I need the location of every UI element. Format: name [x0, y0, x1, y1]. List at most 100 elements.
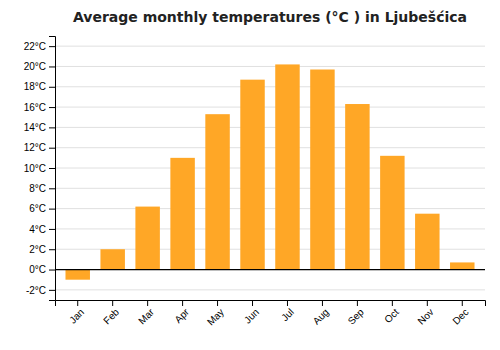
- tick-label: Apr: [172, 306, 191, 325]
- title: Average monthly temperatures (°C ) in Lj…: [73, 9, 467, 25]
- tick-label: 0°C: [29, 264, 46, 275]
- tick-mark: [427, 300, 428, 306]
- tick-mark: [77, 300, 78, 306]
- tick-mark: [392, 300, 393, 306]
- tick: 12°C: [24, 142, 55, 153]
- bar: [310, 70, 334, 270]
- grid-line: [55, 188, 485, 189]
- tick-label: 22°C: [24, 41, 46, 52]
- grid-line: [55, 46, 485, 47]
- tick-label: 8°C: [29, 183, 46, 194]
- tick-mark: [49, 249, 55, 250]
- tick-label: Oct: [382, 306, 401, 325]
- tick-mark: [357, 300, 358, 306]
- tick: 2°C: [29, 244, 55, 255]
- tick-label: 4°C: [29, 224, 46, 235]
- tick: Apr: [172, 300, 191, 325]
- tick: 0°C: [29, 264, 55, 275]
- tick-label: 10°C: [24, 163, 46, 174]
- grid: [55, 46, 485, 290]
- tick-label: -2°C: [26, 285, 46, 296]
- grid-line: [55, 269, 485, 270]
- tick-mark: [112, 300, 113, 306]
- grid-line: [55, 127, 485, 128]
- tick-mark: [49, 290, 55, 291]
- tick: Jul: [279, 300, 296, 323]
- tick: 10°C: [24, 163, 55, 174]
- tick-mark: [462, 300, 463, 306]
- tick-label: 12°C: [24, 142, 46, 153]
- tick-mark: [49, 209, 55, 210]
- tick-label: Nov: [415, 306, 435, 326]
- bar: [100, 249, 124, 269]
- tick-label: Dec: [450, 306, 470, 326]
- grid-line: [55, 86, 485, 87]
- tick: Sep: [346, 300, 367, 327]
- tick-mark: [49, 46, 55, 47]
- grid-line: [55, 208, 485, 209]
- tick: 20°C: [24, 61, 55, 72]
- axis-line: [56, 301, 486, 307]
- bar: [240, 80, 264, 270]
- tick-label: May: [205, 306, 226, 327]
- tick: Jan: [67, 300, 86, 326]
- tick-label: 2°C: [29, 244, 46, 255]
- tick-label: Aug: [311, 306, 331, 326]
- tick-label: Jun: [242, 306, 261, 325]
- tick: 6°C: [29, 203, 55, 214]
- grid-line: [55, 107, 485, 108]
- x-axis: Jan Feb Mar Apr May Jun Jul Aug Sep Oct Nov Dec: [56, 300, 486, 328]
- tick-mark: [182, 300, 183, 306]
- bar: [65, 270, 89, 280]
- plot-area: -2°C 0°C 2°C 4°C 6°C 8°C 10°C 12°C 14°C 16°C 18°C 2…: [24, 37, 486, 328]
- axis-line: [49, 37, 56, 301]
- tick-mark: [49, 168, 55, 169]
- tick: 8°C: [29, 183, 55, 194]
- tick: 4°C: [29, 224, 55, 235]
- tick-mark: [49, 270, 55, 271]
- tick-mark: [49, 188, 55, 189]
- tick: Mar: [136, 300, 156, 326]
- bar: [135, 207, 159, 270]
- tick-label: Mar: [136, 306, 156, 326]
- tick: -2°C: [26, 285, 55, 296]
- tick: Oct: [382, 300, 401, 325]
- tick: Feb: [101, 300, 121, 326]
- tick-label: 6°C: [29, 203, 46, 214]
- tick: Jun: [242, 300, 261, 326]
- bar: [170, 158, 194, 270]
- tick: 18°C: [24, 81, 55, 92]
- tick-label: 18°C: [24, 81, 46, 92]
- zero-line: [55, 269, 485, 270]
- tick-mark: [49, 87, 55, 88]
- grid-line: [55, 66, 485, 67]
- tick-mark: [49, 148, 55, 149]
- tick-mark: [217, 300, 218, 306]
- bar: [275, 64, 299, 269]
- bar: [380, 156, 404, 270]
- tick: Nov: [415, 300, 435, 327]
- tick-label: Feb: [101, 306, 121, 326]
- bar: [205, 114, 229, 269]
- bars: [55, 64, 485, 279]
- tick-mark: [49, 127, 55, 128]
- tick-mark: [287, 300, 288, 306]
- tick-label: Jan: [67, 306, 86, 325]
- tick-label: 20°C: [24, 61, 46, 72]
- tick: Dec: [450, 300, 470, 327]
- y-axis: -2°C 0°C 2°C 4°C 6°C 8°C 10°C 12°C 14°C 16°C 18°C 2…: [24, 37, 56, 301]
- tick-label: 14°C: [24, 122, 46, 133]
- grid-line: [55, 289, 485, 290]
- chart: -2°C 0°C 2°C 4°C 6°C 8°C 10°C 12°C 14°C 16°C 18°C 2…: [0, 0, 500, 350]
- grid-line: [55, 147, 485, 148]
- bar: [450, 262, 474, 269]
- tick: 22°C: [24, 41, 55, 52]
- grid-line: [55, 168, 485, 169]
- bar: [345, 104, 369, 270]
- tick-label: 16°C: [24, 102, 46, 113]
- tick-mark: [49, 107, 55, 108]
- tick-mark: [147, 300, 148, 306]
- tick-mark: [322, 300, 323, 306]
- tick: May: [205, 300, 226, 328]
- tick-mark: [252, 300, 253, 306]
